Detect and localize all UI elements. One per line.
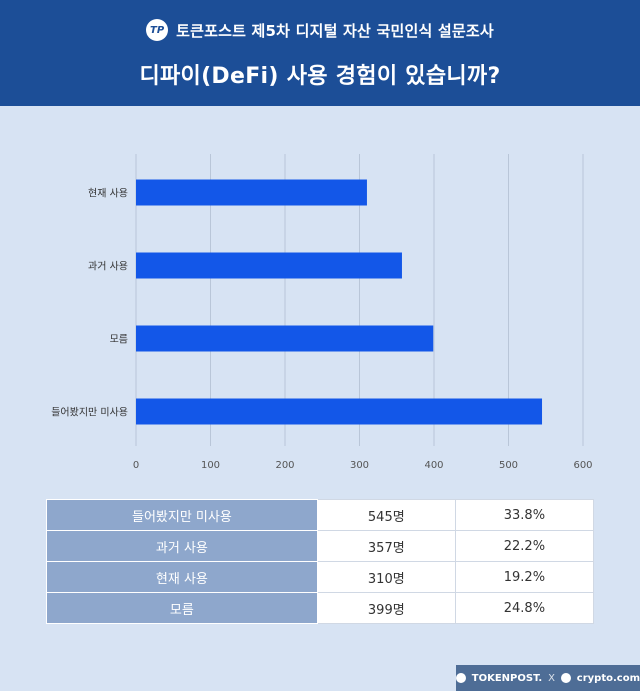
x-tick-label: 0	[133, 460, 139, 471]
row-count: 399명	[316, 592, 456, 624]
footer-brand: TOKENPOST. X crypto.com	[456, 665, 640, 691]
table-row: 현재 사용 310명 19.2%	[46, 561, 595, 593]
row-percent: 19.2%	[454, 561, 595, 593]
x-tick-label: 200	[275, 460, 294, 471]
tokenpost-footer-icon	[456, 673, 466, 683]
y-category-label: 과거 사용	[88, 261, 128, 273]
table-row: 모름 399명 24.8%	[46, 592, 595, 624]
bar	[136, 325, 434, 352]
y-category-label: 모름	[110, 334, 128, 346]
question-title: 디파이(DeFi) 사용 경험이 있습니까?	[139, 64, 501, 89]
header-banner: TP 토큰포스트 제5차 디지털 자산 국민인식 설문조사 디파이(DeFi) …	[0, 0, 640, 106]
bar	[136, 398, 543, 425]
footer-separator: X	[548, 672, 556, 684]
bar	[136, 179, 367, 206]
row-count: 545명	[316, 499, 456, 531]
x-tick-label: 500	[499, 460, 518, 471]
table-row: 과거 사용 357명 22.2%	[46, 530, 595, 562]
row-label: 현재 사용	[46, 561, 318, 593]
footer-brand-crypto: crypto.com	[576, 672, 640, 684]
row-percent: 24.8%	[454, 592, 595, 624]
survey-title: 토큰포스트 제5차 디지털 자산 국민인식 설문조사	[176, 21, 494, 40]
x-tick-label: 600	[573, 460, 592, 471]
bar	[136, 252, 402, 279]
y-category-label: 들어봤지만 미사용	[51, 407, 128, 419]
row-count: 310명	[316, 561, 456, 593]
table-row: 들어봤지만 미사용 545명 33.8%	[46, 499, 595, 531]
row-label: 들어봤지만 미사용	[46, 499, 318, 531]
footer-brand-tokenpost: TOKENPOST.	[471, 672, 543, 684]
x-tick-label: 300	[350, 460, 369, 471]
x-tick-label: 400	[424, 460, 443, 471]
x-tick-label: 100	[201, 460, 220, 471]
row-count: 357명	[316, 530, 456, 562]
row-percent: 22.2%	[454, 530, 595, 562]
tokenpost-logo-icon: TP	[146, 19, 169, 41]
results-table: 들어봤지만 미사용 545명 33.8% 과거 사용 357명 22.2% 현재 사용 310…	[46, 499, 595, 624]
row-label: 과거 사용	[46, 530, 318, 562]
crypto-com-icon	[561, 673, 571, 683]
y-category-label: 현재 사용	[88, 188, 128, 200]
row-label: 모름	[46, 592, 318, 624]
brand-row: TP 토큰포스트 제5차 디지털 자산 국민인식 설문조사	[0, 16, 640, 44]
row-percent: 33.8%	[454, 499, 595, 531]
